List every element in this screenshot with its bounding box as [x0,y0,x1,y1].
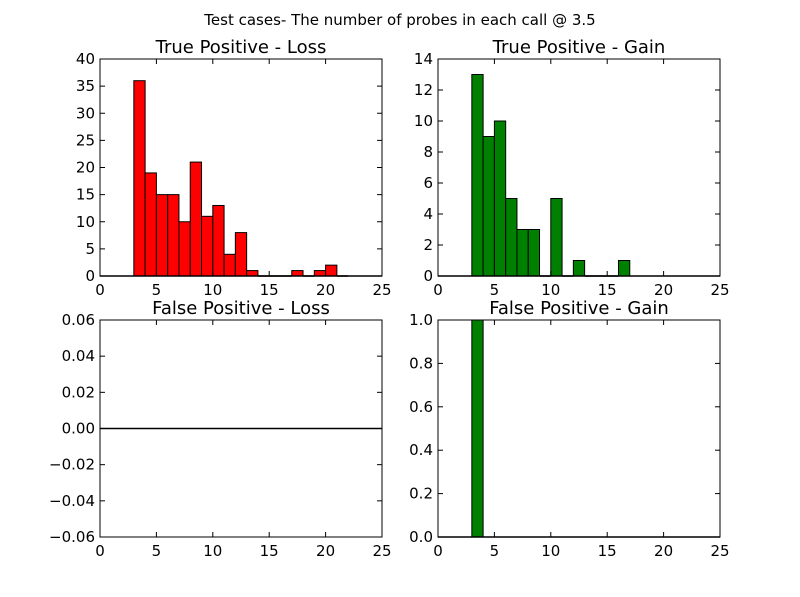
y-tick-label: 6 [423,174,433,192]
x-tick-label: 20 [316,542,335,560]
hist-bar [133,80,146,277]
x-tick-label: 5 [152,542,162,560]
hist-bar [516,229,529,277]
y-tick-label: 0.8 [409,354,433,372]
hist-bar [617,260,631,277]
x-tick-label: 5 [490,542,500,560]
hist-bar [325,264,338,277]
y-tick-label: 0.0 [409,528,433,546]
hist-bar [246,270,259,277]
y-tick-label: 0.6 [409,398,433,416]
hist-bar [189,161,203,277]
y-tick-label: 5 [85,240,95,258]
hist-bar [144,172,157,277]
axes-frame [437,319,721,538]
subplot-title: True Positive - Gain [492,37,666,58]
y-tick-label: 8 [423,143,433,161]
x-tick-label: 20 [654,281,673,299]
y-tick-label: 0.00 [62,420,95,438]
y-tick-label: 12 [414,81,433,99]
x-tick-label: 25 [372,542,391,560]
x-tick-label: 25 [372,281,391,299]
y-tick-label: 0.06 [62,311,95,329]
x-tick-label: 10 [203,542,222,560]
subplot-title: True Positive - Loss [155,37,327,58]
y-tick-label: 30 [76,104,95,122]
x-tick-label: 15 [598,542,617,560]
y-tick-label: 0.02 [62,383,95,401]
x-tick-label: 10 [203,281,222,299]
y-tick-label: 0 [85,267,95,285]
hist-bar [212,204,225,277]
y-tick-label: 0.2 [409,485,433,503]
x-tick-label: 15 [260,542,279,560]
y-tick-label: 4 [423,205,433,223]
y-tick-label: 35 [76,77,95,95]
subplot-1: 0 5 10 15 20 25 0 5 10 15 20 25 30 35 40 True Positive … [76,37,392,299]
hist-bar [313,270,327,277]
subplot-3: 0 5 10 15 20 25 −0.06 −0.04 −0.02 0.00 0.02 0.04 0.0… [49,298,392,560]
y-tick-label: 15 [76,186,95,204]
x-tick-label: 0 [95,542,105,560]
y-tick-label: 10 [76,213,95,231]
hist-bar [471,319,484,538]
x-tick-label: 0 [433,281,443,299]
axes-frame [437,58,721,277]
hist-bar [291,270,304,277]
figure-title: Test cases- The number of probes in each… [203,11,595,29]
x-tick-label: 0 [433,542,443,560]
subplot-2: 0 5 10 15 20 25 0 2 4 6 8 10 12 14 True Positive - Gai… [414,37,730,299]
hist-bar [471,74,484,277]
hist-bar [527,229,541,277]
y-tick-label: 2 [423,236,433,254]
x-tick-label: 10 [541,542,560,560]
x-tick-label: 20 [316,281,335,299]
hist-bar [178,221,191,277]
y-tick-label: 40 [76,50,95,68]
x-tick-label: 10 [541,281,560,299]
x-tick-label: 15 [598,281,617,299]
y-tick-label: 25 [76,131,95,149]
hist-bar [493,120,507,277]
y-tick-label: 0.04 [62,347,95,365]
y-tick-label: 0.4 [409,441,433,459]
y-tick-label: 10 [414,112,433,130]
hist-bar [572,260,586,277]
y-tick-label: 20 [76,159,95,177]
y-tick-label: −0.04 [49,492,95,510]
hist-bar [223,253,236,277]
y-tick-label: 14 [414,50,433,68]
x-tick-label: 5 [152,281,162,299]
hist-bar [234,232,248,277]
subplot-4: 0 5 10 15 20 25 0.0 0.2 0.4 0.6 0.8 1.0 False Positi… [409,298,729,560]
hist-bar [505,198,518,277]
y-tick-label: 1.0 [409,311,433,329]
y-tick-label: −0.02 [49,456,95,474]
hist-bar [167,194,180,277]
hist-bar [550,198,563,277]
x-tick-label: 5 [490,281,500,299]
y-tick-label: 0 [423,267,433,285]
x-tick-label: 15 [260,281,279,299]
y-tick-label: −0.06 [49,528,95,546]
hist-bar [155,194,169,277]
subplot-title: False Positive - Gain [489,298,669,319]
x-tick-label: 20 [654,542,673,560]
x-tick-label: 25 [710,281,729,299]
subplot-title: False Positive - Loss [152,298,330,319]
hist-bar [201,215,214,277]
x-tick-label: 0 [95,281,105,299]
hist-bar [482,136,495,277]
x-tick-label: 25 [710,542,729,560]
